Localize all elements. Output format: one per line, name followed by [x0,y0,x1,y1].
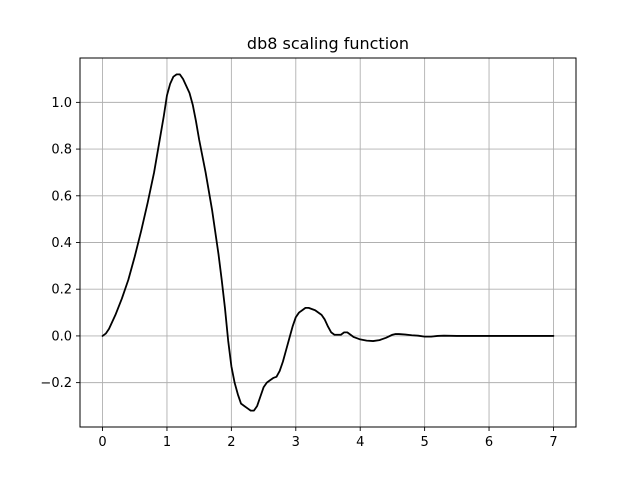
x-tick-label: 2 [227,435,235,450]
y-tick-label: −0.2 [40,376,72,391]
chart-title: db8 scaling function [247,34,409,53]
y-tick-label: 0.6 [51,189,72,204]
x-tick-label: 4 [356,435,364,450]
x-tick-label: 5 [420,435,428,450]
y-tick-label: 0.2 [51,283,72,298]
x-tick-label: 3 [292,435,300,450]
x-tick-label: 7 [549,435,557,450]
x-tick-label: 6 [485,435,493,450]
grid [80,58,576,427]
x-tick-label: 1 [163,435,171,450]
x-tick-label: 0 [98,435,106,450]
series-layer [101,73,555,412]
y-tick-label: 0.8 [51,143,72,158]
y-tick-label: 1.0 [51,96,72,111]
y-tick-label: 0.0 [51,329,72,344]
axis-ticks: 0 1 2 3 4 5 6 7 −0.2 0.0 0.2 0.4 0.6 0.8 1.0 [40,96,557,450]
series-line [101,73,555,412]
y-tick-label: 0.4 [51,236,72,251]
